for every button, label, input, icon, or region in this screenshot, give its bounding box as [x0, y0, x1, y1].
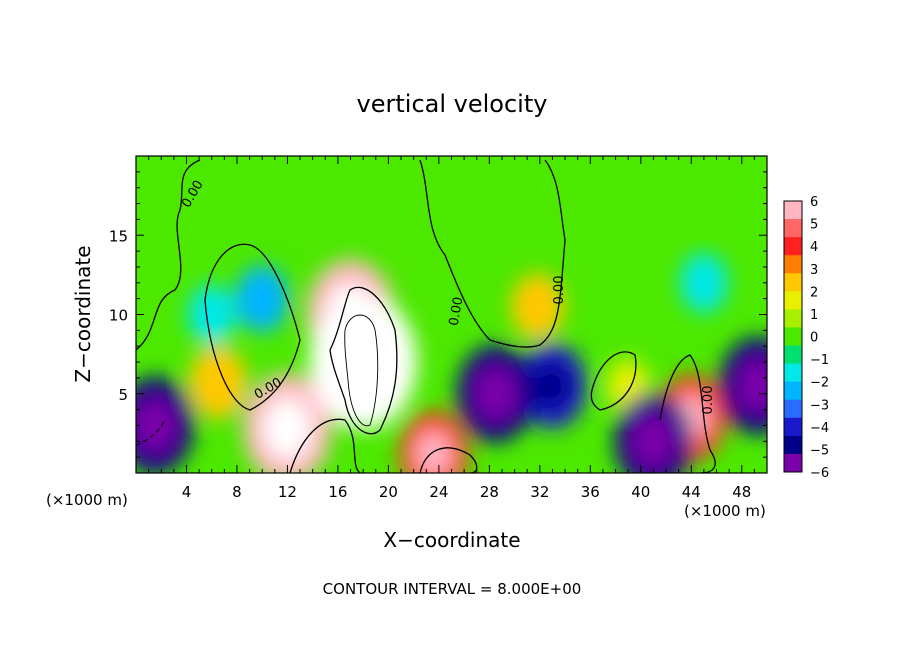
contour-line [136, 419, 166, 446]
contour-line [344, 314, 379, 427]
field-feature [189, 346, 248, 419]
colorbar-frame [783, 200, 803, 473]
contour-label: 0.00 [552, 276, 567, 305]
contour-line [329, 286, 398, 435]
colorbar-tick-label: 6 [810, 195, 818, 210]
x-tick-label: 36 [581, 483, 600, 501]
field-feature-core [136, 398, 177, 453]
colorbar-tick-label: 0 [810, 331, 818, 346]
colorbar-tick-label: −2 [810, 376, 829, 391]
colorbar-tick-label: 5 [810, 218, 818, 233]
colorbar-tick-label: 1 [810, 308, 818, 323]
contour-line [419, 447, 478, 473]
colorbar-swatch [784, 291, 802, 310]
colorbar-swatch [784, 273, 802, 292]
field-feature-core [631, 414, 675, 469]
contour-line [204, 243, 301, 411]
colorbar-swatch [784, 435, 802, 455]
colorbar-tick-label: −1 [810, 353, 829, 368]
field-feature [235, 265, 289, 332]
field-feature [679, 252, 728, 313]
x-tick-label: 4 [182, 483, 192, 501]
y-tick-label: 5 [118, 386, 128, 404]
colorbar-tick-label: −3 [810, 398, 829, 413]
y-tick-label: 15 [109, 227, 128, 245]
colorbar-swatch [784, 327, 802, 347]
y-axis-label: Z−coordinate [71, 245, 95, 382]
zero-contours [136, 159, 716, 473]
colorbar-swatch [784, 417, 802, 437]
x-tick-label: 44 [682, 483, 701, 501]
x-tick-label: 40 [631, 483, 650, 501]
x-tick-label: 20 [379, 483, 398, 501]
field-feature [187, 284, 236, 345]
colorbar-tick-label: −4 [810, 421, 829, 436]
x-tick-label: 12 [278, 483, 297, 501]
x-tick-label: 24 [429, 483, 448, 501]
colorbar-swatch [784, 255, 802, 274]
plot-area: 0.00 0.00 0.00 0.00 0.00 [136, 156, 767, 473]
x-tick-label: 28 [480, 483, 499, 501]
colorbar-swatch [784, 381, 802, 401]
field-feature-core [333, 324, 393, 400]
x-axis-ticks: 4 8 12 16 20 24 28 32 36 40 44 48 [148, 156, 755, 501]
contour-line [659, 354, 716, 473]
x-unit-right: (×1000 m) [684, 502, 766, 520]
contour-label: 0.00 [447, 296, 467, 327]
chart-title: vertical velocity [357, 90, 548, 118]
colorbar-swatch [784, 219, 802, 238]
colorbar-swatch [784, 363, 802, 383]
colorbar-swatch [784, 237, 802, 256]
y-tick-label: 10 [109, 307, 128, 325]
colorbar-swatch [784, 309, 802, 328]
colorbar-swatch [784, 399, 802, 419]
velocity-field [136, 252, 767, 473]
x-tick-label: 48 [732, 483, 751, 501]
contour-interval-note: CONTOUR INTERVAL = 8.000E+00 [323, 580, 582, 598]
contour-label: 0.00 [701, 386, 716, 415]
colorbar-tick-label: 4 [810, 240, 818, 255]
colorbar-tick-label: 2 [810, 285, 818, 300]
colorbar-tick-label: −6 [810, 466, 829, 481]
colorbar-swatch [784, 201, 802, 220]
x-axis-label: X−coordinate [383, 528, 520, 552]
field-feature-core [263, 397, 312, 460]
field-feature-core [736, 358, 767, 414]
field-feature-core [474, 366, 518, 422]
x-tick-label: 16 [328, 483, 347, 501]
colorbar-swatch [784, 453, 802, 473]
contour-line [136, 159, 201, 351]
colorbar: 6 5 4 3 2 1 0 −1 −2 −3 −4 −5 −6 [783, 195, 829, 481]
colorbar-tick-label: 3 [810, 263, 818, 278]
y-axis-ticks: 5 10 15 [109, 171, 767, 458]
contour-line [289, 418, 361, 473]
x-tick-label: 8 [232, 483, 242, 501]
colorbar-tick-label: −5 [810, 443, 829, 458]
x-tick-label: 32 [530, 483, 549, 501]
x-unit-left: (×1000 m) [46, 491, 128, 509]
field-feature [510, 273, 564, 340]
contour-line [590, 351, 637, 411]
colorbar-swatch [784, 345, 802, 365]
field-feature-core [533, 362, 572, 410]
contour-line [419, 159, 566, 348]
